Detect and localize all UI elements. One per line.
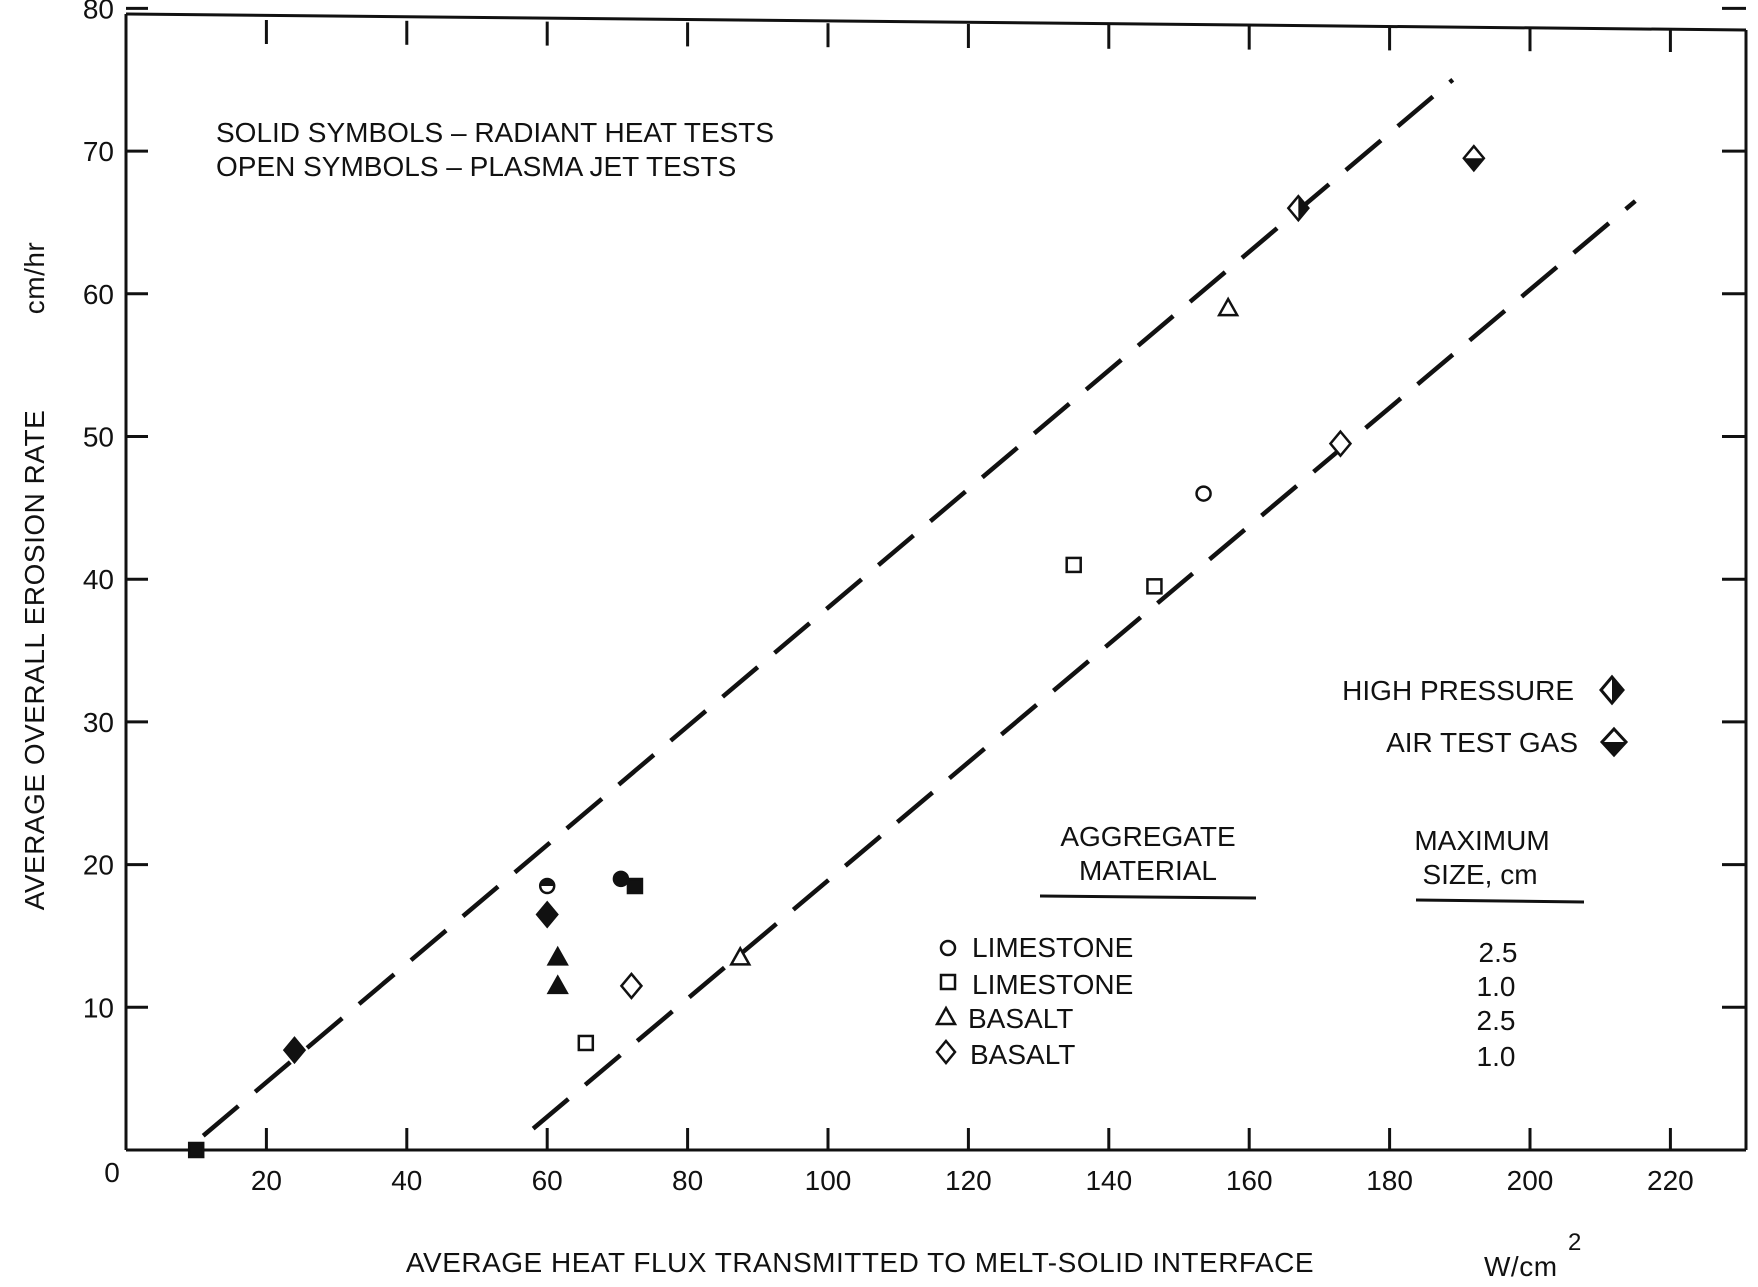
data-point-diamond [1286, 194, 1310, 223]
dashed-fit-line-1 [201, 78, 1455, 1138]
data-point-diamond [535, 900, 559, 929]
x-tick-label: 20 [251, 1165, 282, 1196]
x-tick-label: 140 [1085, 1165, 1132, 1196]
legend-header-material-2: MATERIAL [1079, 855, 1217, 886]
legend-header-rule-size [1415, 898, 1585, 904]
x-tick-label: 100 [805, 1165, 852, 1196]
material-legend: AGGREGATE MATERIAL MAXIMUM SIZE, cm LIME… [934, 821, 1585, 1072]
legend-circle-icon [939, 939, 957, 957]
plot-frame [124, 12, 1748, 1152]
ticks-layer: 20 40 60 80 100 120 140 160 180 200 220 10 20 30 40 50 6… [83, 0, 1746, 1196]
y-tick-label: 70 [83, 136, 114, 167]
data-point-diamond [1462, 144, 1486, 173]
data-point-diamond [1328, 429, 1353, 458]
legend-row-limestone-1-0: LIMESTONE [972, 969, 1133, 1000]
x-tick-label: 40 [391, 1165, 422, 1196]
origin-label: 0 [104, 1157, 120, 1188]
data-point-diamond [619, 971, 644, 1000]
x-tick-label: 180 [1366, 1165, 1413, 1196]
special-legend: HIGH PRESSURE AIR TEST GAS [1342, 674, 1629, 758]
legend-row-basalt-2-5: BASALT [968, 1003, 1073, 1034]
x-axis-unit: W/cm [1484, 1251, 1558, 1282]
points-layer [187, 144, 1486, 1159]
legend-row-basalt-1-0: BASALT [970, 1039, 1075, 1070]
legend-header-size-2: SIZE, cm [1422, 859, 1537, 890]
y-tick-label: 20 [83, 850, 114, 881]
y-tick-label: 50 [83, 422, 114, 453]
legend-row-size-1-0-a: 1.0 [1477, 971, 1516, 1002]
legend-row-limestone-2-5: LIMESTONE [972, 932, 1133, 963]
data-point-diamond [282, 1036, 307, 1065]
dashed-fit-line-2 [531, 199, 1637, 1131]
special-legend-air-test-gas: AIR TEST GAS [1386, 727, 1578, 758]
note-open-symbols: OPEN SYMBOLS – PLASMA JET TESTS [216, 151, 736, 182]
legend-row-size-2-5-b: 2.5 [1477, 1005, 1516, 1036]
legend-header-rule-material [1039, 894, 1257, 900]
note-solid-symbols: SOLID SYMBOLS – RADIANT HEAT TESTS [216, 117, 774, 148]
legend-row-size-1-0-b: 1.0 [1477, 1041, 1516, 1072]
data-point-square [1146, 578, 1163, 595]
x-tick-label: 60 [532, 1165, 563, 1196]
data-point-circle [1195, 485, 1212, 502]
legend-header-size-1: MAXIMUM [1414, 825, 1549, 856]
x-axis-unit-exponent: 2 [1568, 1229, 1582, 1256]
special-legend-high-pressure: HIGH PRESSURE [1342, 675, 1574, 706]
x-tick-label: 160 [1226, 1165, 1273, 1196]
high-pressure-symbol-icon [1599, 674, 1625, 706]
x-tick-label: 120 [945, 1165, 992, 1196]
x-tick-label: 200 [1507, 1165, 1554, 1196]
y-tick-label: 40 [83, 564, 114, 595]
legend-row-size-2-5-a: 2.5 [1479, 937, 1518, 968]
data-point-triangle [1217, 296, 1240, 317]
legend-square-icon [939, 973, 957, 991]
y-axis-unit: cm/hr [19, 242, 50, 315]
fit-lines-layer [201, 78, 1637, 1138]
y-tick-label: 80 [83, 0, 114, 24]
data-point-triangle [546, 945, 569, 966]
data-point-square [187, 1141, 205, 1159]
y-tick-label: 10 [83, 992, 114, 1023]
legend-diamond-icon [935, 1039, 957, 1065]
data-point-triangle [729, 945, 752, 966]
legend-header-material-1: AGGREGATE [1060, 821, 1235, 852]
data-point-square [577, 1034, 595, 1052]
x-tick-label: 220 [1647, 1165, 1694, 1196]
data-point-triangle [546, 974, 569, 995]
x-tick-label: 80 [672, 1165, 703, 1196]
y-axis-title: AVERAGE OVERALL EROSION RATE [19, 410, 50, 911]
data-point-square [626, 877, 644, 895]
air-test-gas-symbol-icon [1599, 726, 1629, 758]
legend-triangle-icon [934, 1005, 958, 1026]
data-point-circle [612, 870, 630, 888]
y-tick-label: 30 [83, 707, 114, 738]
data-point-square [1065, 556, 1082, 574]
data-point-circle [538, 877, 556, 895]
top-border [125, 12, 1747, 32]
x-axis-title: AVERAGE HEAT FLUX TRANSMITTED TO MELT-SO… [406, 1247, 1314, 1278]
y-tick-label: 60 [83, 279, 114, 310]
